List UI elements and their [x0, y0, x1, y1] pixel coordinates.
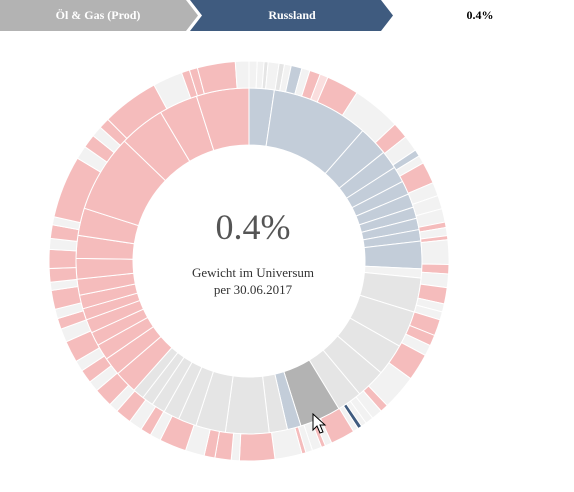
breadcrumb-item-oel-gas[interactable]: Öl & Gas (Prod) [55, 8, 141, 22]
center-value: 0.4% [215, 207, 291, 247]
outer-ring-segment-48[interactable] [238, 431, 276, 462]
breadcrumb-item-russland[interactable]: Russland [268, 8, 316, 22]
center-label-weight: Gewicht im Universum [191, 265, 315, 280]
outer-ring-segment-70[interactable] [48, 248, 77, 270]
outer-ring-segment-24[interactable] [420, 239, 450, 265]
outer-ring-segment-83[interactable] [196, 60, 238, 95]
breadcrumb-item-oel-gas-shape[interactable] [0, 0, 198, 31]
breadcrumb-shapes [0, 0, 393, 31]
outer-ring-segment-84[interactable] [234, 60, 250, 89]
outer-ring [48, 60, 450, 462]
mouse-cursor-icon [312, 413, 327, 434]
breadcrumb-value: 0.4% [466, 8, 494, 22]
inner-ring [75, 87, 423, 435]
outer-ring-segment-69[interactable] [48, 267, 78, 283]
center-label-date: per 30.06.2017 [213, 282, 293, 297]
breadcrumb-item-russland-shape[interactable] [190, 0, 393, 31]
breadcrumb: Öl & Gas (Prod) Russland 0.4% [0, 0, 574, 31]
